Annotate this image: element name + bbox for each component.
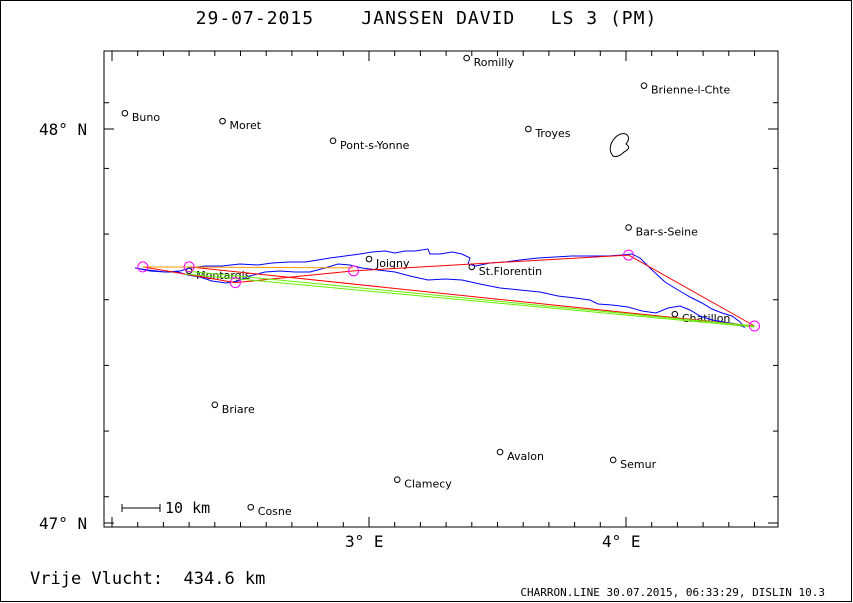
town-marker [463,54,470,62]
town-marker [496,448,504,456]
task-line [142,254,755,327]
town-marker [609,456,617,464]
town-marker [211,401,219,409]
flight-track-layer [134,248,746,329]
town-label: Moret [230,119,262,132]
turnpoint-marker [348,265,360,277]
free-flight-distance: Vrije Vlucht: 434.6 km [30,569,266,589]
town-label: Brienne-l-Chte [651,84,731,97]
turnpoint-marker [137,261,149,273]
town-label: Semur [620,458,656,471]
town-label: Romilly [474,56,515,69]
town-label: Avalon [507,450,544,463]
flight-track [134,248,746,329]
lake-shape [609,133,630,157]
closing-line [184,273,755,328]
scale-bar-label: 10 km [165,499,210,517]
town-label: Pont-s-Yonne [340,139,410,152]
town-label: Clamecy [404,478,452,491]
towns-layer: Romilly Brienne-l-Chte Buno Moret Troyes Pont… [121,54,731,518]
plot-frame [103,50,779,528]
x-tick-label: 3° E [345,532,384,551]
lake-outline [609,133,630,157]
town-marker [219,117,226,125]
town-label: Bar-s-Seine [636,226,699,239]
map-title: 29-07-2015 JANSSEN DAVID LS 3 (PM) [195,8,658,29]
town-marker [671,310,679,318]
town-label: Cosne [258,505,292,518]
turnpoint-marker [623,249,635,261]
town-label: Briare [222,403,255,416]
y-tick-label: 48° N [39,120,87,139]
town-marker [393,476,401,483]
turnpoints-layer [137,249,760,332]
task-lines-layer [142,254,755,328]
town-label: Troyes [534,127,570,140]
scale-bar: 10 km [121,499,210,517]
town-marker [625,224,632,231]
x-tick-label: 4° E [602,532,641,551]
closing-line [184,270,755,327]
orange-leg [142,266,354,269]
software-credit: CHARRON.LINE 30.07.2015, 06:33:29, DISLI… [520,586,825,599]
town-marker [640,82,648,89]
town-label: Joigny [375,257,410,270]
town-marker [525,125,532,133]
turnpoint-marker [229,277,241,289]
town-label: Buno [132,111,160,124]
town-marker [329,137,337,145]
turnpoint-marker [183,261,195,273]
town-marker [365,255,373,263]
turnpoint-marker [749,320,760,332]
town-marker [247,503,255,511]
map-axes: 3° E 4° E 48° N 47° N [39,50,779,551]
y-tick-label: 47° N [39,514,87,533]
town-label: St.Florentin [479,265,542,278]
town-marker [121,109,129,117]
